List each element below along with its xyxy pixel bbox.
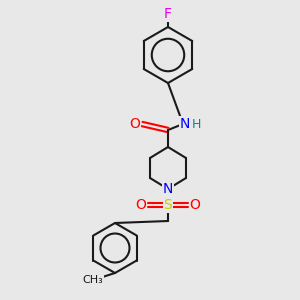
Text: H: H [191,118,201,131]
Text: O: O [130,117,140,131]
Text: O: O [136,198,146,212]
Text: S: S [164,198,172,212]
Text: N: N [163,182,173,196]
Text: CH₃: CH₃ [82,275,103,285]
Text: F: F [164,7,172,21]
Text: N: N [180,117,190,131]
Text: O: O [190,198,200,212]
